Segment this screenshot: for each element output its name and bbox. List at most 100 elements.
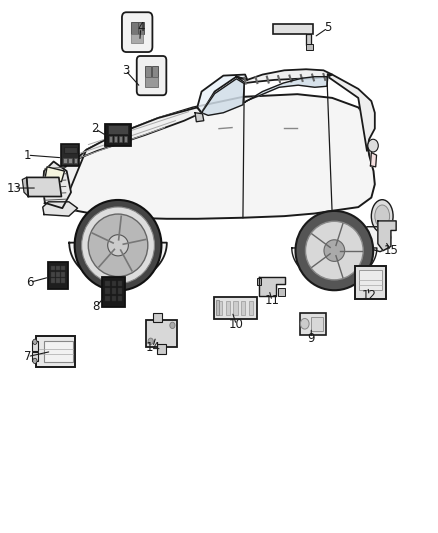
Bar <box>102 277 125 308</box>
Bar <box>152 66 158 77</box>
Bar <box>157 344 166 354</box>
Bar <box>146 319 177 347</box>
Ellipse shape <box>88 214 148 277</box>
Polygon shape <box>371 152 377 167</box>
Circle shape <box>170 322 175 328</box>
Bar <box>145 66 151 77</box>
Text: 3: 3 <box>122 64 129 77</box>
Bar <box>226 301 230 315</box>
Bar <box>106 288 110 294</box>
Text: 13: 13 <box>7 182 22 195</box>
Text: 9: 9 <box>307 332 315 344</box>
Polygon shape <box>259 277 285 296</box>
Bar <box>108 125 128 134</box>
Text: 15: 15 <box>384 244 398 257</box>
Polygon shape <box>45 94 375 219</box>
Bar <box>106 281 110 286</box>
Bar <box>61 144 79 166</box>
Bar <box>112 281 116 286</box>
Bar <box>119 136 122 142</box>
Polygon shape <box>197 75 247 113</box>
Circle shape <box>33 358 37 364</box>
Bar <box>56 272 60 277</box>
Bar <box>257 278 261 285</box>
Bar <box>131 21 138 34</box>
Bar <box>106 296 110 301</box>
Bar <box>145 77 158 87</box>
Text: 1: 1 <box>24 149 31 161</box>
Polygon shape <box>22 177 28 197</box>
Polygon shape <box>69 243 167 283</box>
Bar <box>32 341 38 351</box>
Ellipse shape <box>74 200 162 290</box>
Bar <box>214 297 257 319</box>
Bar <box>359 270 382 290</box>
Polygon shape <box>45 167 64 182</box>
Bar <box>64 147 77 153</box>
Bar <box>233 301 238 315</box>
Ellipse shape <box>296 211 373 290</box>
Polygon shape <box>292 248 377 282</box>
Ellipse shape <box>81 207 155 284</box>
Bar <box>105 124 131 146</box>
Bar <box>51 278 55 283</box>
Bar <box>117 281 122 286</box>
Polygon shape <box>43 161 71 208</box>
Text: 5: 5 <box>324 21 332 35</box>
Polygon shape <box>43 202 78 216</box>
Polygon shape <box>358 227 391 252</box>
Bar <box>306 44 313 50</box>
Polygon shape <box>328 75 375 151</box>
Bar <box>112 288 116 294</box>
Ellipse shape <box>305 221 363 280</box>
Polygon shape <box>306 34 311 45</box>
Bar <box>63 158 67 163</box>
Polygon shape <box>27 177 61 197</box>
Bar <box>131 34 143 43</box>
Bar <box>47 262 68 289</box>
Circle shape <box>148 338 153 344</box>
Ellipse shape <box>108 235 128 256</box>
Ellipse shape <box>375 205 390 227</box>
Bar <box>218 301 223 315</box>
Bar <box>56 266 60 270</box>
Bar <box>56 278 60 283</box>
Bar <box>44 341 73 362</box>
Bar <box>51 272 55 277</box>
Circle shape <box>33 339 37 344</box>
Polygon shape <box>201 79 244 115</box>
Text: 6: 6 <box>26 276 33 289</box>
Bar <box>112 296 116 301</box>
Bar <box>249 301 253 315</box>
Circle shape <box>300 318 309 329</box>
Bar <box>273 24 313 34</box>
Bar <box>117 296 122 301</box>
Bar <box>153 313 162 322</box>
Bar <box>300 313 325 335</box>
Bar <box>32 352 38 361</box>
Bar <box>241 301 245 315</box>
Text: 8: 8 <box>92 300 100 313</box>
Bar <box>68 158 72 163</box>
Bar <box>215 301 219 316</box>
Text: 11: 11 <box>265 294 279 308</box>
Bar <box>278 288 285 296</box>
Bar <box>61 278 65 283</box>
Polygon shape <box>245 77 328 102</box>
Text: 7: 7 <box>24 350 31 363</box>
Bar <box>138 21 144 34</box>
Ellipse shape <box>324 240 345 261</box>
Polygon shape <box>45 108 201 208</box>
Polygon shape <box>378 221 396 251</box>
Bar <box>61 272 65 277</box>
Text: 4: 4 <box>137 21 145 35</box>
Bar <box>124 136 127 142</box>
Bar <box>61 266 65 270</box>
FancyBboxPatch shape <box>137 56 166 95</box>
Polygon shape <box>195 113 204 122</box>
Circle shape <box>368 139 378 152</box>
Bar <box>355 266 386 299</box>
Bar <box>36 336 75 367</box>
FancyBboxPatch shape <box>122 12 152 52</box>
Text: 12: 12 <box>362 289 377 302</box>
